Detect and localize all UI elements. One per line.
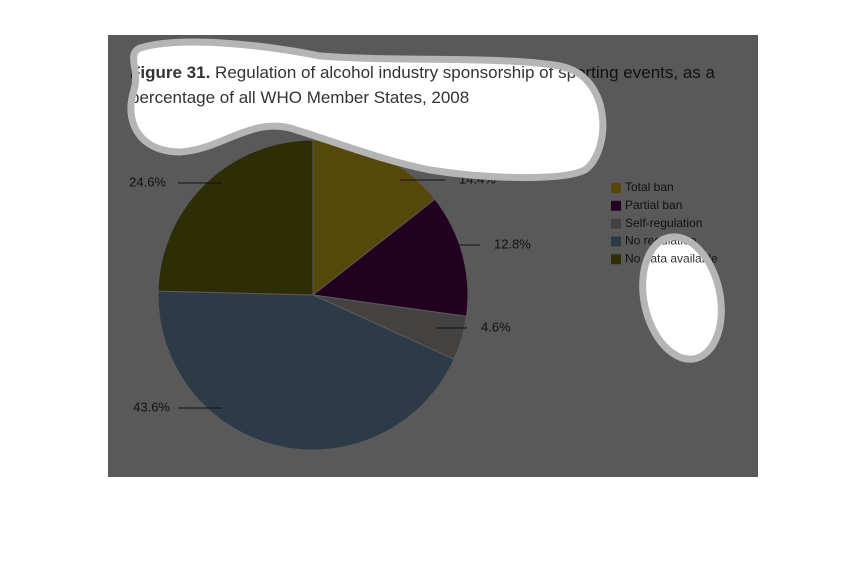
legend-label: No data available bbox=[625, 251, 718, 265]
legend-swatch bbox=[611, 218, 621, 229]
chart-title: Figure 31. Regulation of alcohol industr… bbox=[130, 60, 735, 110]
figure-label: Figure 31. bbox=[130, 63, 211, 82]
legend-swatch bbox=[611, 200, 621, 211]
legend-swatch bbox=[611, 236, 621, 247]
legend-label: Total ban bbox=[625, 180, 674, 194]
data-label: 14.4% bbox=[459, 171, 496, 186]
legend-swatch bbox=[611, 254, 621, 265]
data-label: 12.8% bbox=[494, 236, 531, 251]
legend-label: Self-regulation bbox=[625, 216, 702, 230]
data-label: 4.6% bbox=[481, 319, 511, 334]
data-label: 24.6% bbox=[129, 174, 166, 189]
legend-swatch bbox=[611, 183, 621, 193]
pie-slice bbox=[157, 139, 314, 296]
legend-label: Partial ban bbox=[625, 198, 682, 212]
legend-label: No regulation bbox=[625, 234, 696, 248]
data-label: 43.6% bbox=[133, 399, 170, 414]
title-text: Regulation of alcohol industry sponsorsh… bbox=[130, 63, 715, 107]
